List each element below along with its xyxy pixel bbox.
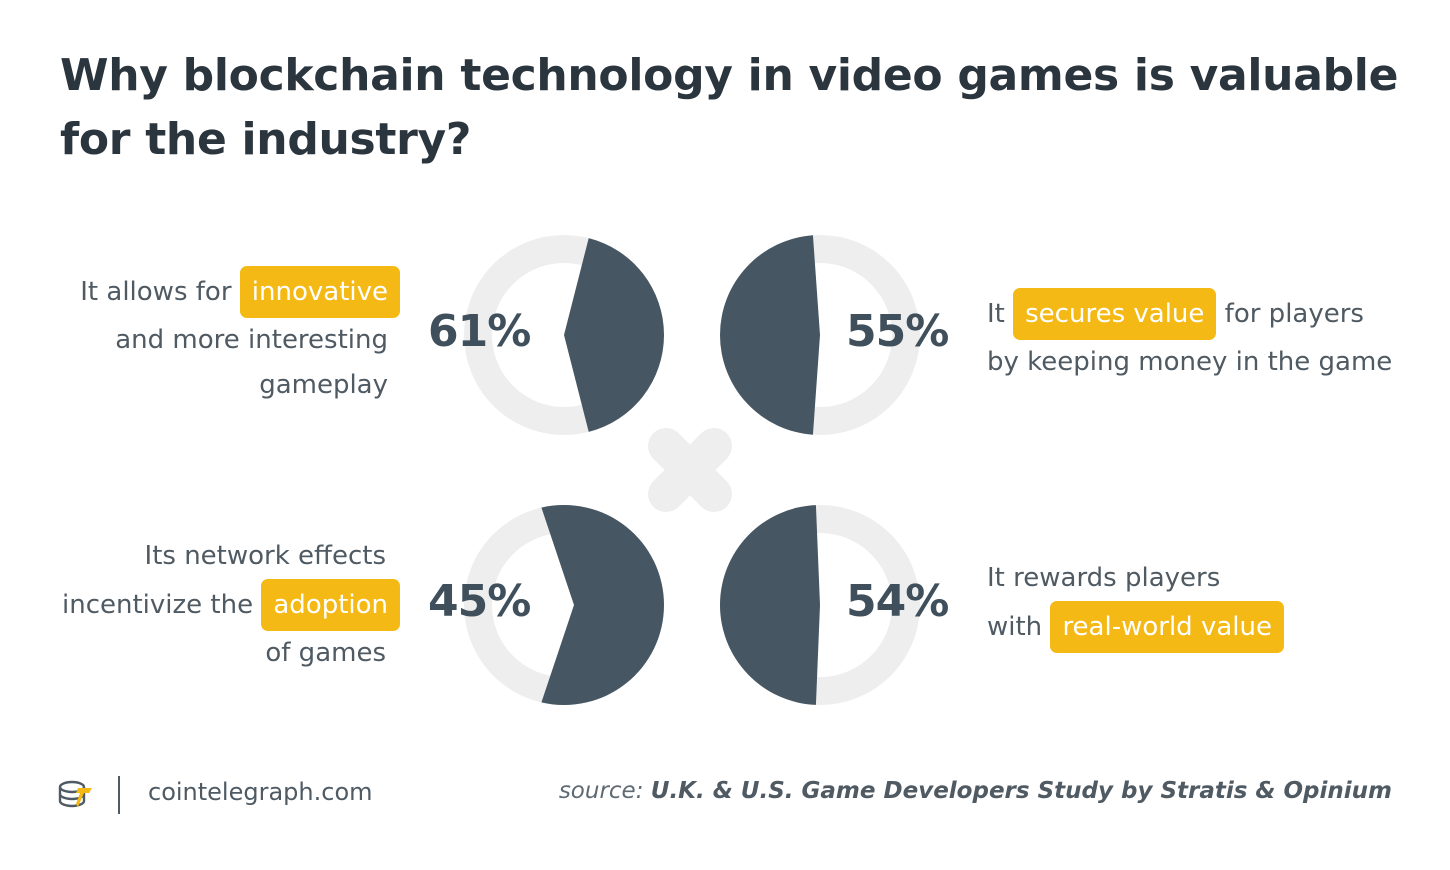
highlight-adoption: adoption bbox=[261, 579, 400, 631]
desc-3-line-1: Its network effects bbox=[144, 541, 386, 571]
chart-1-percent: 61% bbox=[428, 306, 531, 357]
desc-4-text: with bbox=[987, 612, 1043, 642]
source-label: source: bbox=[558, 778, 644, 804]
title-line-1: Why blockchain technology in video games… bbox=[60, 50, 1399, 101]
description-1: It allows for innovative and more intere… bbox=[80, 266, 400, 408]
pie-1-slice bbox=[564, 238, 664, 432]
desc-1-line-3: gameplay bbox=[259, 370, 388, 400]
pie-4-slice bbox=[719, 505, 820, 705]
description-4: It rewards players with real-world value bbox=[987, 556, 1284, 653]
source-citation: source: U.K. & U.S. Game Developers Stud… bbox=[559, 778, 1392, 804]
desc-4-line-1: It rewards players bbox=[987, 563, 1221, 593]
center-x-icon bbox=[648, 428, 732, 512]
desc-2-text-a: It bbox=[987, 299, 1005, 329]
site-link[interactable]: cointelegraph.com bbox=[148, 778, 373, 806]
desc-1-line-2: and more interesting bbox=[115, 325, 388, 355]
description-3: Its network effects incentivize the adop… bbox=[62, 534, 400, 676]
desc-1-text: It allows for bbox=[80, 277, 232, 307]
pie-2-slice bbox=[719, 235, 820, 435]
chart-4-percent: 54% bbox=[846, 576, 949, 627]
desc-2-line-2: by keeping money in the game bbox=[987, 347, 1393, 377]
title-line-2: for the industry? bbox=[60, 114, 472, 165]
highlight-secures-value: secures value bbox=[1013, 288, 1217, 340]
footer-divider bbox=[118, 776, 120, 814]
highlight-real-world-value: real-world value bbox=[1050, 601, 1284, 653]
page-title: Why blockchain technology in video games… bbox=[60, 44, 1400, 172]
cointelegraph-logo-icon bbox=[58, 780, 92, 808]
desc-3-text: incentivize the bbox=[62, 590, 254, 620]
source-text: U.K. & U.S. Game Developers Study by Str… bbox=[650, 778, 1392, 804]
chart-3-percent: 45% bbox=[428, 576, 531, 627]
desc-3-line-3: of games bbox=[265, 638, 386, 668]
desc-2-text-b: for players bbox=[1224, 299, 1364, 329]
chart-2-percent: 55% bbox=[846, 306, 949, 357]
pie-3-slice bbox=[541, 505, 664, 705]
description-2: It secures value for players by keeping … bbox=[987, 288, 1392, 385]
highlight-innovative: innovative bbox=[239, 266, 400, 318]
